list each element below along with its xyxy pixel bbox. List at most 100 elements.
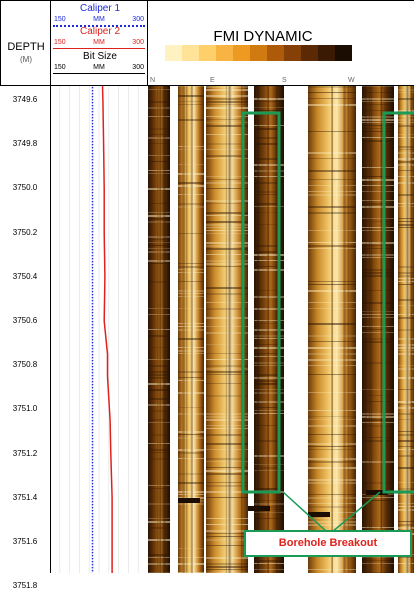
- fmi-texture-band: [362, 326, 394, 327]
- fmi-texture-stripe: [370, 86, 373, 573]
- fmi-texture-band: [206, 317, 248, 319]
- fmi-texture-band: [148, 539, 170, 541]
- fmi-texture-band: [206, 491, 248, 493]
- bit-size-title: Bit Size: [83, 51, 117, 62]
- fmi-texture-band: [308, 518, 356, 519]
- fmi-texture-band: [178, 164, 204, 165]
- fmi-texture-band: [398, 455, 414, 457]
- fmi-texture-band: [148, 134, 170, 135]
- fmi-texture-band: [362, 557, 394, 558]
- fmi-texture-band: [178, 491, 204, 493]
- fmi-texture-band: [178, 290, 204, 292]
- fmi-texture-band: [206, 263, 248, 265]
- fmi-texture-band: [254, 353, 284, 354]
- fmi-texture-stripe: [190, 86, 193, 573]
- fmi-texture-band: [148, 458, 170, 460]
- fmi-texture-band: [398, 449, 414, 450]
- fmi-texture-band: [362, 185, 394, 186]
- fmi-texture-band: [362, 221, 394, 222]
- fmi-texture-band: [308, 98, 356, 99]
- fmi-texture-band: [254, 374, 284, 376]
- fmi-texture-band: [206, 359, 248, 360]
- fmi-texture-band: [398, 314, 414, 315]
- bit-size-scale: 150 MM 300: [54, 64, 144, 71]
- azimuth-label: W: [348, 77, 355, 84]
- fmi-texture-band: [148, 161, 170, 162]
- fmi-texture-band: [362, 272, 394, 274]
- fmi-texture-band: [206, 461, 248, 462]
- fmi-texture-band: [398, 353, 414, 355]
- fmi-texture-band: [206, 95, 248, 97]
- fmi-texture-band: [308, 521, 356, 523]
- fmi-texture-band: [254, 170, 284, 172]
- fmi-texture-band: [362, 332, 394, 333]
- fmi-texture-band: [178, 95, 204, 97]
- fmi-texture-band: [254, 137, 284, 139]
- fmi-texture-band: [254, 269, 284, 271]
- fmi-texture-stripe: [410, 86, 412, 573]
- fmi-texture-stripe: [157, 86, 159, 573]
- fmi-texture-band: [178, 353, 204, 354]
- fmi-texture-band: [206, 545, 248, 546]
- fmi-texture-band: [148, 248, 170, 249]
- bit-size-max: 300: [132, 64, 144, 71]
- fmi-texture-band: [308, 191, 356, 192]
- fmi-texture-band: [178, 119, 204, 121]
- fmi-texture-band: [398, 125, 414, 127]
- fmi-texture-stripe: [406, 86, 409, 573]
- fmi-texture-band: [178, 263, 204, 264]
- fmi-texture-band: [308, 467, 356, 469]
- fmi-texture-band: [254, 323, 284, 324]
- fmi-texture-band: [398, 161, 414, 163]
- color-scale-swatch: [335, 45, 352, 61]
- fmi-texture-band: [206, 332, 248, 334]
- color-scale-bar: [148, 45, 352, 61]
- fmi-texture-band: [206, 287, 248, 289]
- fmi-texture-band: [148, 215, 170, 217]
- fmi-texture-stripe: [267, 86, 270, 573]
- fmi-texture-band: [308, 449, 356, 450]
- fmi-texture-band: [398, 203, 414, 204]
- fmi-texture-band: [362, 227, 394, 228]
- fmi-texture-band: [308, 206, 356, 208]
- fmi-texture-band: [178, 326, 204, 327]
- fmi-texture-band: [206, 413, 248, 415]
- fmi-texture-band: [206, 569, 248, 570]
- fmi-texture-band: [206, 182, 248, 184]
- fmi-texture-band: [254, 245, 284, 247]
- fmi-texture-band: [254, 365, 284, 366]
- fmi-texture-band: [206, 116, 248, 117]
- fmi-pad-strip: [398, 86, 414, 573]
- fmi-texture-band: [148, 359, 170, 360]
- fmi-texture-band: [398, 434, 414, 436]
- color-scale-swatch: [250, 45, 267, 61]
- fmi-texture-band: [254, 440, 284, 442]
- fmi-texture-band: [254, 128, 284, 130]
- fmi-texture-band: [308, 506, 356, 508]
- fmi-texture-band: [254, 320, 284, 321]
- fmi-texture-band: [148, 434, 170, 436]
- fmi-texture-band: [308, 461, 356, 463]
- fmi-texture-band: [206, 176, 248, 177]
- fmi-texture-band: [308, 194, 356, 196]
- fmi-texture-band: [178, 458, 204, 459]
- fmi-texture-band: [206, 122, 248, 123]
- fmi-texture-band: [148, 116, 170, 117]
- fmi-texture-band: [362, 338, 394, 340]
- fmi-header: FMI DYNAMIC N E S W: [148, 0, 414, 86]
- fmi-texture-band: [398, 227, 414, 228]
- fmi-texture-band: [148, 485, 170, 486]
- fmi-texture-band: [362, 230, 394, 231]
- fmi-texture-stripe: [191, 86, 194, 573]
- fmi-texture-band: [148, 527, 170, 529]
- fmi-texture-band: [148, 251, 170, 253]
- fmi-texture-band: [398, 527, 414, 529]
- fmi-texture-band: [206, 536, 248, 537]
- fmi-texture-band: [254, 107, 284, 108]
- fmi-texture-band: [178, 431, 204, 433]
- fmi-texture-band: [398, 116, 414, 117]
- fmi-texture-band: [308, 308, 356, 309]
- fmi-texture-band: [398, 176, 414, 177]
- azimuth-label: E: [210, 77, 215, 84]
- fmi-texture-band: [308, 512, 356, 513]
